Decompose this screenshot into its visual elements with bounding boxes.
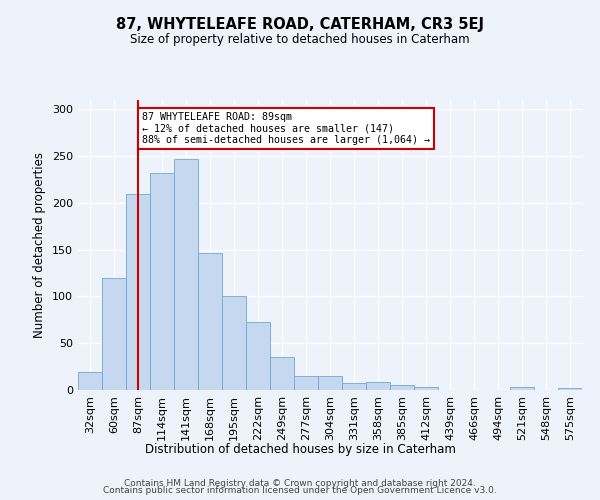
Text: Contains HM Land Registry data © Crown copyright and database right 2024.: Contains HM Land Registry data © Crown c… (124, 478, 476, 488)
Text: Distribution of detached houses by size in Caterham: Distribution of detached houses by size … (145, 442, 455, 456)
Text: Contains public sector information licensed under the Open Government Licence v3: Contains public sector information licen… (103, 486, 497, 495)
Bar (558, 388, 582, 390)
Bar (510, 387, 534, 390)
Bar (102, 278, 126, 390)
Bar (390, 386, 414, 390)
Text: 87, WHYTELEAFE ROAD, CATERHAM, CR3 5EJ: 87, WHYTELEAFE ROAD, CATERHAM, CR3 5EJ (116, 18, 484, 32)
Bar (294, 376, 318, 390)
Text: 87 WHYTELEAFE ROAD: 89sqm
← 12% of detached houses are smaller (147)
88% of semi: 87 WHYTELEAFE ROAD: 89sqm ← 12% of detac… (142, 112, 430, 146)
Bar (222, 296, 246, 390)
Bar (150, 173, 174, 390)
Bar (246, 322, 270, 390)
Bar (270, 358, 294, 390)
Bar (318, 376, 342, 390)
Bar (174, 159, 198, 390)
Y-axis label: Number of detached properties: Number of detached properties (34, 152, 46, 338)
Bar (414, 387, 438, 390)
Bar (78, 372, 102, 390)
Text: Size of property relative to detached houses in Caterham: Size of property relative to detached ho… (130, 32, 470, 46)
Bar (366, 382, 390, 390)
Bar (198, 254, 222, 390)
Bar (126, 194, 150, 390)
Bar (342, 382, 366, 390)
